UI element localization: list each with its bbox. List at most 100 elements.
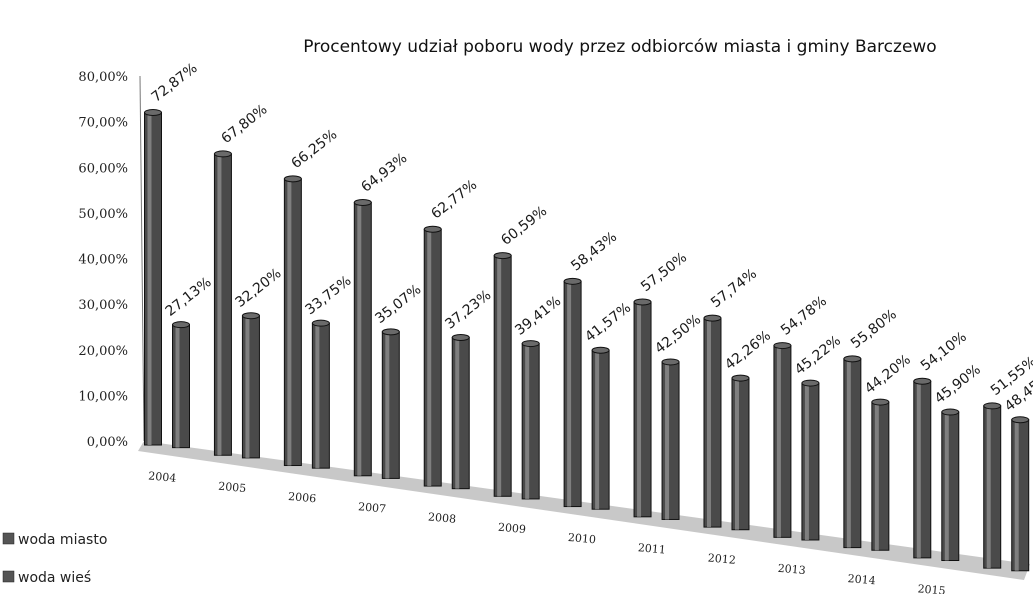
y-tick-label: 50,00% [78,207,128,222]
bar-wies [871,398,890,551]
x-axis-labels: 2004 2005 2006 2007 2008 2009 2010 2011 2012 2013… [148,469,1016,594]
bar-wies-top [801,379,820,387]
bar-miasto-body [983,405,1002,569]
y-tick-label: 80,00% [78,70,128,85]
bar-wies-highlight [595,350,600,510]
bar-wies [311,319,330,469]
bar-miasto [633,298,652,518]
data-label-wies: 42,50% [652,312,704,357]
bar-miasto [703,314,722,528]
bar-miasto-highlight [846,358,851,548]
legend-label-miasto: woda miasto [18,532,107,548]
bar-miasto-top [353,199,372,207]
bar-wies [451,334,470,490]
legend-label-wies: woda wieś [18,570,91,586]
bar-miasto-top [144,109,162,117]
bar-wies-body [731,377,750,531]
bar-wies [521,340,540,500]
legend: woda miasto woda wieś [2,532,107,586]
x-tick-label: 2009 [497,521,526,536]
data-labels: 72,87% 27,13% 67,80% 32,20% 66,25% 33,75% 64,9… [149,60,1033,415]
data-label-miasto: 57,50% [638,250,690,295]
bar-wies-top [241,312,260,320]
bar-miasto-highlight [497,255,502,497]
bar-wies [172,321,190,449]
x-tick-label: 2010 [567,531,596,546]
bar-miasto-top [633,298,652,306]
bar-miasto-body [493,255,512,497]
x-tick-label: 2014 [847,572,876,587]
bar-miasto-highlight [567,281,572,507]
bar-wies-top [731,374,750,382]
bar-wies-body [941,411,960,562]
data-label-miasto: 54,78% [778,293,830,338]
bar-miasto-highlight [986,405,991,569]
bar-wies-top [941,408,960,416]
x-tick-label: 2015 [917,582,946,594]
bar-wies-body [241,315,260,459]
bar-wies-highlight [175,324,180,448]
bar-wies [241,312,260,459]
bar-miasto-body [773,345,792,538]
bar-miasto [283,175,302,467]
bar-miasto [213,150,232,456]
bar-miasto-highlight [357,202,362,476]
x-tick-label: 2005 [218,480,247,495]
bar-wies-body [591,349,610,510]
bar-wies-body [172,324,190,449]
y-tick-label: 0,00% [87,435,128,450]
bar-miasto-body [843,358,862,549]
bar-wies-highlight [455,337,460,489]
bar-miasto-body [283,178,302,467]
bar-miasto-top [493,252,512,260]
bar-miasto-top [983,402,1002,410]
bar-wies-highlight [525,343,530,499]
bar-wies-highlight [385,331,390,479]
bar-wies-highlight [804,383,809,540]
bar-wies [801,379,820,541]
data-label-miasto: 54,10% [918,329,970,374]
bar-miasto-highlight [287,178,292,466]
bar-miasto-top [283,175,302,183]
bar-wies-top [591,346,610,354]
bar-wies-highlight [1014,419,1019,571]
bar-wies-top [661,358,680,366]
bar-miasto-highlight [427,229,432,487]
bar-miasto [843,355,862,549]
legend-swatch-wies [2,570,15,583]
data-label-miasto: 57,74% [708,266,760,311]
data-label-wies: 32,20% [233,265,285,310]
data-label-wies: 41,57% [582,300,634,345]
bar-wies-highlight [665,361,670,520]
y-tick-label: 60,00% [78,161,128,176]
bar-miasto-highlight [916,381,921,558]
bar-wies-top [172,321,190,329]
y-axis-line [139,75,145,442]
bar-miasto-top [423,225,442,233]
bar-wies [381,328,400,479]
data-label-miasto: 55,80% [848,307,900,352]
bar-wies-top [311,319,330,327]
x-tick-label: 2012 [707,551,736,566]
bar-wies [1011,416,1030,572]
y-tick-label: 20,00% [78,344,128,359]
bar-miasto-body [913,380,932,559]
bar-wies-top [871,398,890,406]
bar-miasto-top [563,277,582,285]
bar-miasto-highlight [776,345,781,538]
chart-title: Procentowy udział poboru wody przez odbi… [303,37,936,57]
x-tick-label: 2008 [428,510,457,525]
bar-wies-body [661,361,680,520]
data-label-miasto: 58,43% [568,229,620,274]
bar-wies [941,408,960,562]
bar-wies-highlight [874,402,879,551]
bar-miasto-top [843,355,862,363]
data-label-miasto: 67,80% [219,102,271,147]
bar-wies-highlight [315,323,320,469]
bar-wies-top [521,340,540,348]
bar-wies-top [1011,416,1030,424]
data-label-wies: 33,75% [302,273,354,318]
bar-miasto-body [563,280,582,508]
bar-miasto-body [144,112,162,446]
